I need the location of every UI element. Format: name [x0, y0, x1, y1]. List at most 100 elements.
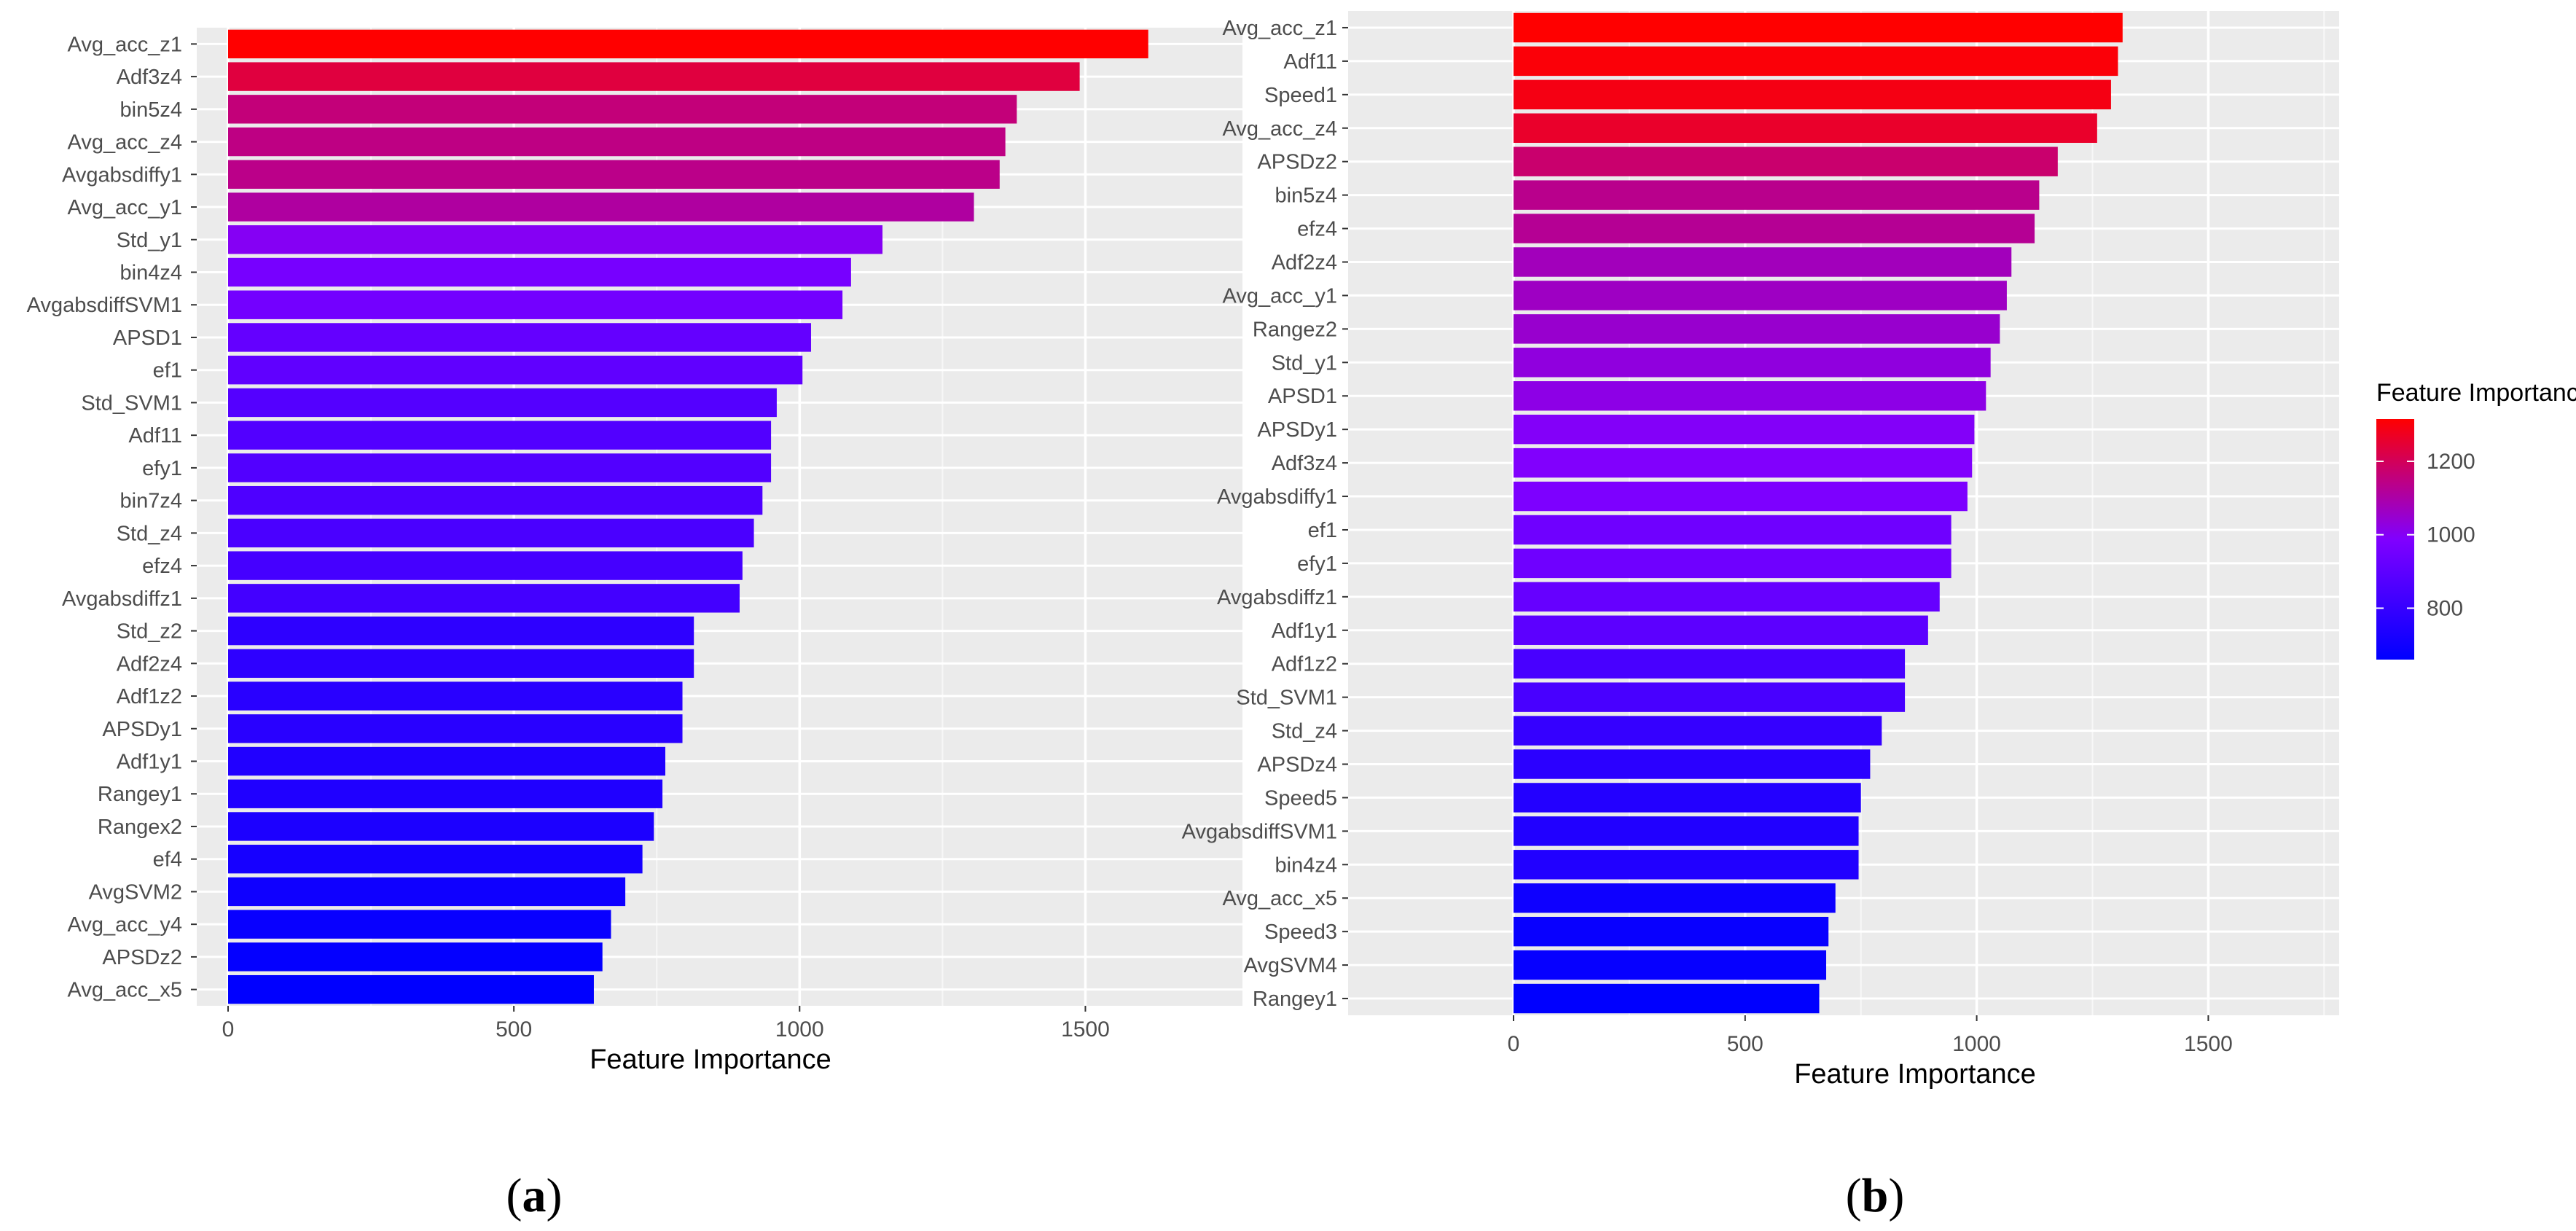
x-tick-label: 1500 — [2184, 1032, 2233, 1056]
chart-panel-a: Avg_acc_z1 Adf3z4 bin5z4 Avg_acc_z4 Avgabsdi… — [27, 28, 1242, 1075]
category-label: bin7z4 — [120, 490, 182, 513]
bar-Avgabsdiffy1 — [1514, 481, 1968, 512]
category-label: APSDz2 — [1257, 151, 1337, 174]
category-label: Adf1z2 — [1272, 653, 1337, 676]
bar-Adf1y1 — [228, 746, 665, 776]
x-tick-label: 1000 — [1952, 1032, 2001, 1056]
caption-b-letter: b — [1862, 1169, 1889, 1222]
bar-APSDz2 — [228, 942, 603, 972]
legend-colorbar — [2376, 419, 2414, 660]
bar-Avgabsdiffz1 — [228, 584, 740, 613]
category-label: Adf11 — [1283, 50, 1337, 74]
category-label: Avg_acc_z4 — [68, 131, 182, 155]
bar-efy1 — [1514, 548, 1951, 579]
bar-Speed5 — [1514, 783, 1861, 813]
bar-Avgabsdiffz1 — [1514, 582, 1940, 612]
bar-APSDz4 — [1514, 749, 1871, 779]
legend-tick-label: 800 — [2427, 596, 2463, 620]
category-labels: Avg_acc_z1 Adf3z4 bin5z4 Avg_acc_z4 Avgabsdi… — [27, 33, 197, 1002]
x-tick-label: 1500 — [1061, 1017, 1110, 1042]
category-label: APSD1 — [113, 327, 182, 350]
bar-efz4 — [1514, 214, 2035, 243]
bar-APSD1 — [228, 323, 811, 352]
category-label: APSDz4 — [1257, 754, 1337, 777]
category-label: Adf3z4 — [1272, 452, 1337, 475]
x-axis-ticks: 0 500 1000 1500 — [222, 1006, 1110, 1042]
category-label: Avgabsdiffz1 — [62, 587, 182, 611]
category-label: Adf1y1 — [117, 751, 182, 774]
bar-Avg_acc_z4 — [1514, 113, 2097, 143]
category-label: bin4z4 — [1275, 853, 1337, 877]
bar-Avg_acc_z1 — [1514, 12, 2123, 43]
category-label: Avgabsdiffy1 — [62, 163, 182, 187]
legend-tick-label: 1200 — [2427, 450, 2475, 474]
category-label: Speed3 — [1264, 921, 1337, 944]
category-label: Avgabsdiffy1 — [1217, 485, 1337, 509]
category-label: AvgSVM4 — [1244, 954, 1337, 977]
category-label: Rangey1 — [98, 783, 182, 806]
category-label: bin4z4 — [120, 262, 182, 285]
category-label: ef4 — [153, 848, 182, 872]
caption-a-letter: a — [522, 1169, 547, 1222]
category-label: Avgabsdiffz1 — [1217, 586, 1337, 609]
bar-Rangey1 — [228, 779, 663, 808]
x-axis-ticks: 0 500 1000 1500 — [1508, 1015, 2233, 1056]
category-label: AvgabsdiffSVM1 — [27, 294, 182, 317]
bar-ef1 — [228, 356, 803, 385]
bar-Adf1z2 — [228, 681, 683, 711]
category-label: Avg_acc_y1 — [1223, 284, 1337, 308]
bar-Adf1z2 — [1514, 649, 1906, 679]
category-label: efy1 — [142, 457, 182, 480]
category-label: Adf3z4 — [117, 66, 182, 89]
x-axis-title: Feature Importance — [590, 1044, 831, 1075]
legend-ticks: 800 1000 1200 — [2376, 450, 2475, 620]
chart-panel-b: Avg_acc_z1 Adf11 Speed1 Avg_acc_z4 APSDz2 bin… — [1182, 11, 2576, 1090]
bar-Avg_acc_x5 — [228, 974, 594, 1004]
bar-Speed1 — [1514, 79, 2111, 110]
bar-Adf2z4 — [1514, 247, 2012, 277]
bar-Adf2z4 — [228, 649, 694, 678]
category-label: AvgSVM2 — [89, 880, 182, 904]
category-label: Std_z4 — [1272, 720, 1337, 743]
bar-AvgabsdiffSVM1 — [1514, 816, 1859, 846]
bar-Adf11 — [228, 421, 772, 450]
x-tick-label: 0 — [1508, 1032, 1520, 1056]
category-label: Avg_acc_x5 — [68, 979, 182, 1002]
x-tick-label: 500 — [1727, 1032, 1763, 1056]
bar-Avg_acc_z4 — [228, 127, 1006, 157]
category-labels: Avg_acc_z1 Adf11 Speed1 Avg_acc_z4 APSDz2 bin… — [1182, 17, 1348, 1011]
category-label: Std_y1 — [1272, 351, 1337, 375]
bar-ef1 — [1514, 515, 1951, 545]
category-label: Std_SVM1 — [81, 391, 182, 415]
category-label: Rangex2 — [98, 816, 182, 839]
bars — [1514, 12, 2123, 1014]
bar-Std_z4 — [1514, 716, 1882, 746]
category-label: Std_y1 — [117, 229, 182, 252]
category-label: Adf2z4 — [117, 652, 182, 676]
bar-APSDz2 — [1514, 146, 2058, 176]
category-label: efz4 — [1297, 218, 1337, 241]
bar-Avg_acc_y1 — [1514, 281, 2007, 310]
caption-b: (b) — [1846, 1169, 1905, 1222]
category-label: Adf11 — [128, 424, 182, 448]
category-label: Rangez2 — [1253, 318, 1337, 341]
bar-ef4 — [228, 845, 643, 874]
bar-APSD1 — [1514, 381, 1986, 411]
category-label: Speed1 — [1264, 84, 1337, 107]
category-label: efy1 — [1297, 552, 1337, 576]
bar-efz4 — [228, 551, 743, 580]
bar-Adf3z4 — [1514, 448, 1973, 478]
bar-AvgSVM2 — [228, 877, 626, 907]
bar-efy1 — [228, 453, 772, 482]
bar-Rangez2 — [1514, 314, 2000, 344]
caption-a: (a) — [506, 1169, 563, 1222]
category-label: APSDy1 — [1257, 418, 1337, 442]
category-label: APSD1 — [1268, 385, 1337, 408]
bar-Speed3 — [1514, 916, 1829, 947]
bar-Avg_acc_z1 — [228, 29, 1148, 59]
category-label: efz4 — [142, 555, 182, 578]
category-label: Speed5 — [1264, 786, 1337, 810]
bars — [228, 29, 1148, 1004]
bar-Avg_acc_y1 — [228, 192, 974, 222]
bar-Avg_acc_x5 — [1514, 883, 1836, 913]
